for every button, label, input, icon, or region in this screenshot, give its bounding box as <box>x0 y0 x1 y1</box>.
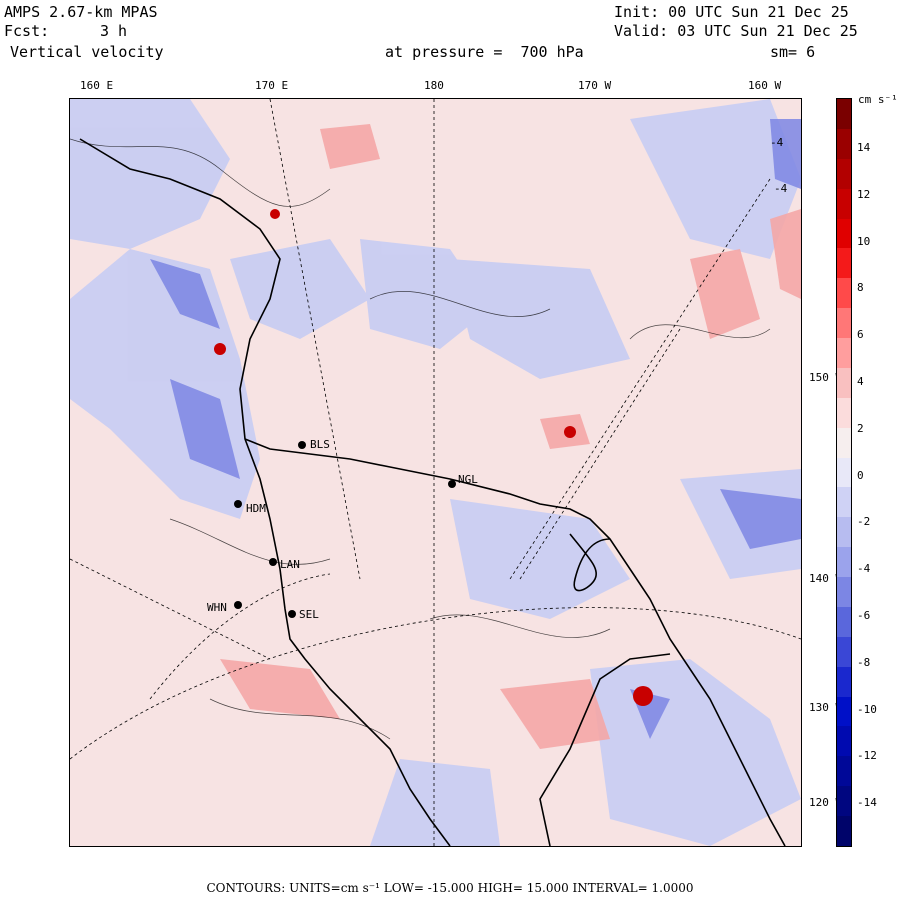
lon-label-160e: 160 E <box>80 79 114 92</box>
colorbar-swatch <box>837 457 851 488</box>
init-time: Init: 00 UTC Sun 21 Dec 25 <box>614 3 849 21</box>
colorbar-swatch <box>837 218 851 249</box>
station-bls: BLS <box>310 438 330 451</box>
colorbar-tick-label: -8 <box>857 655 871 669</box>
colorbar-tick-label: 10 <box>857 234 871 248</box>
station-lan: LAN <box>280 558 300 571</box>
colorbar-swatch <box>837 816 851 846</box>
colorbar-swatch <box>837 696 851 727</box>
colorbar-swatch <box>837 367 851 398</box>
colorbar-swatch <box>837 577 851 607</box>
pressure-level: at pressure = 700 hPa <box>385 43 584 61</box>
colorbar-tick-label: 12 <box>857 187 871 201</box>
colorbar-swatch <box>837 487 851 518</box>
colorbar-tick-label: -10 <box>857 702 877 716</box>
map-panel: BLS NGL LAN WHN SEL HDM -4 -4 <box>69 98 802 847</box>
field-name: Vertical velocity <box>10 43 164 61</box>
colorbar-tick-label: -6 <box>857 609 871 622</box>
colorbar-swatch <box>837 786 851 816</box>
station-whn: WHN <box>207 601 227 614</box>
lon-label-170e: 170 E <box>255 79 289 92</box>
colorbar-swatch <box>837 248 851 279</box>
colorbar-units: cm s⁻¹ <box>858 93 898 106</box>
colorbar-tick-label: -14 <box>857 796 877 810</box>
station-hdm: HDM <box>246 502 266 515</box>
map-contour-label: -4 <box>774 182 788 195</box>
valid-time: Valid: 03 UTC Sun 21 Dec 25 <box>614 22 858 40</box>
colorbar-swatch <box>837 666 851 697</box>
colorbar-swatch <box>837 726 851 757</box>
colorbar-swatch <box>837 158 851 189</box>
colorbar-swatch <box>837 517 851 548</box>
colorbar-swatch <box>837 128 851 159</box>
colorbar-tick-label: 4 <box>857 375 864 388</box>
lon-label-170w: 170 W <box>578 79 612 92</box>
colorbar-swatch <box>837 756 851 787</box>
colorbar-swatch <box>837 278 851 309</box>
colorbar-tick-label: -2 <box>857 515 871 529</box>
vertical-velocity-map <box>70 99 801 846</box>
smoothing: sm= 6 <box>770 43 816 61</box>
colorbar-tick-label: -4 <box>857 562 871 576</box>
forecast-label: Fcst: <box>4 22 50 40</box>
colorbar-swatch <box>837 606 851 637</box>
contour-info: CONTOURS: UNITS=cm s⁻¹ LOW= -15.000 HIGH… <box>206 881 694 895</box>
colorbar-swatch <box>837 338 851 368</box>
lon-label-160w: 160 W <box>748 79 782 92</box>
colorbar-tick-label: 14 <box>857 141 871 154</box>
colorbar-tick-label: 0 <box>857 468 864 482</box>
model-title: AMPS 2.67-km MPAS <box>4 3 158 21</box>
colorbar-tick-label: 2 <box>857 421 864 435</box>
colorbar <box>836 98 852 847</box>
colorbar-swatch <box>837 308 851 338</box>
station-sel: SEL <box>299 608 319 621</box>
station-ngl: NGL <box>458 473 478 486</box>
colorbar-swatch <box>837 427 851 458</box>
forecast-hours: 3 h <box>100 22 128 40</box>
map-contour-label: -4 <box>770 136 784 149</box>
colorbar-swatch <box>837 99 851 129</box>
colorbar-swatch <box>837 188 851 219</box>
colorbar-swatch <box>837 547 851 577</box>
colorbar-tick-label: -12 <box>857 749 877 763</box>
lon-label-180: 180 <box>424 79 444 92</box>
colorbar-tick-label: 6 <box>857 328 864 342</box>
colorbar-swatch <box>837 636 851 667</box>
colorbar-tick-label: 8 <box>857 281 864 295</box>
colorbar-swatch <box>837 397 851 428</box>
